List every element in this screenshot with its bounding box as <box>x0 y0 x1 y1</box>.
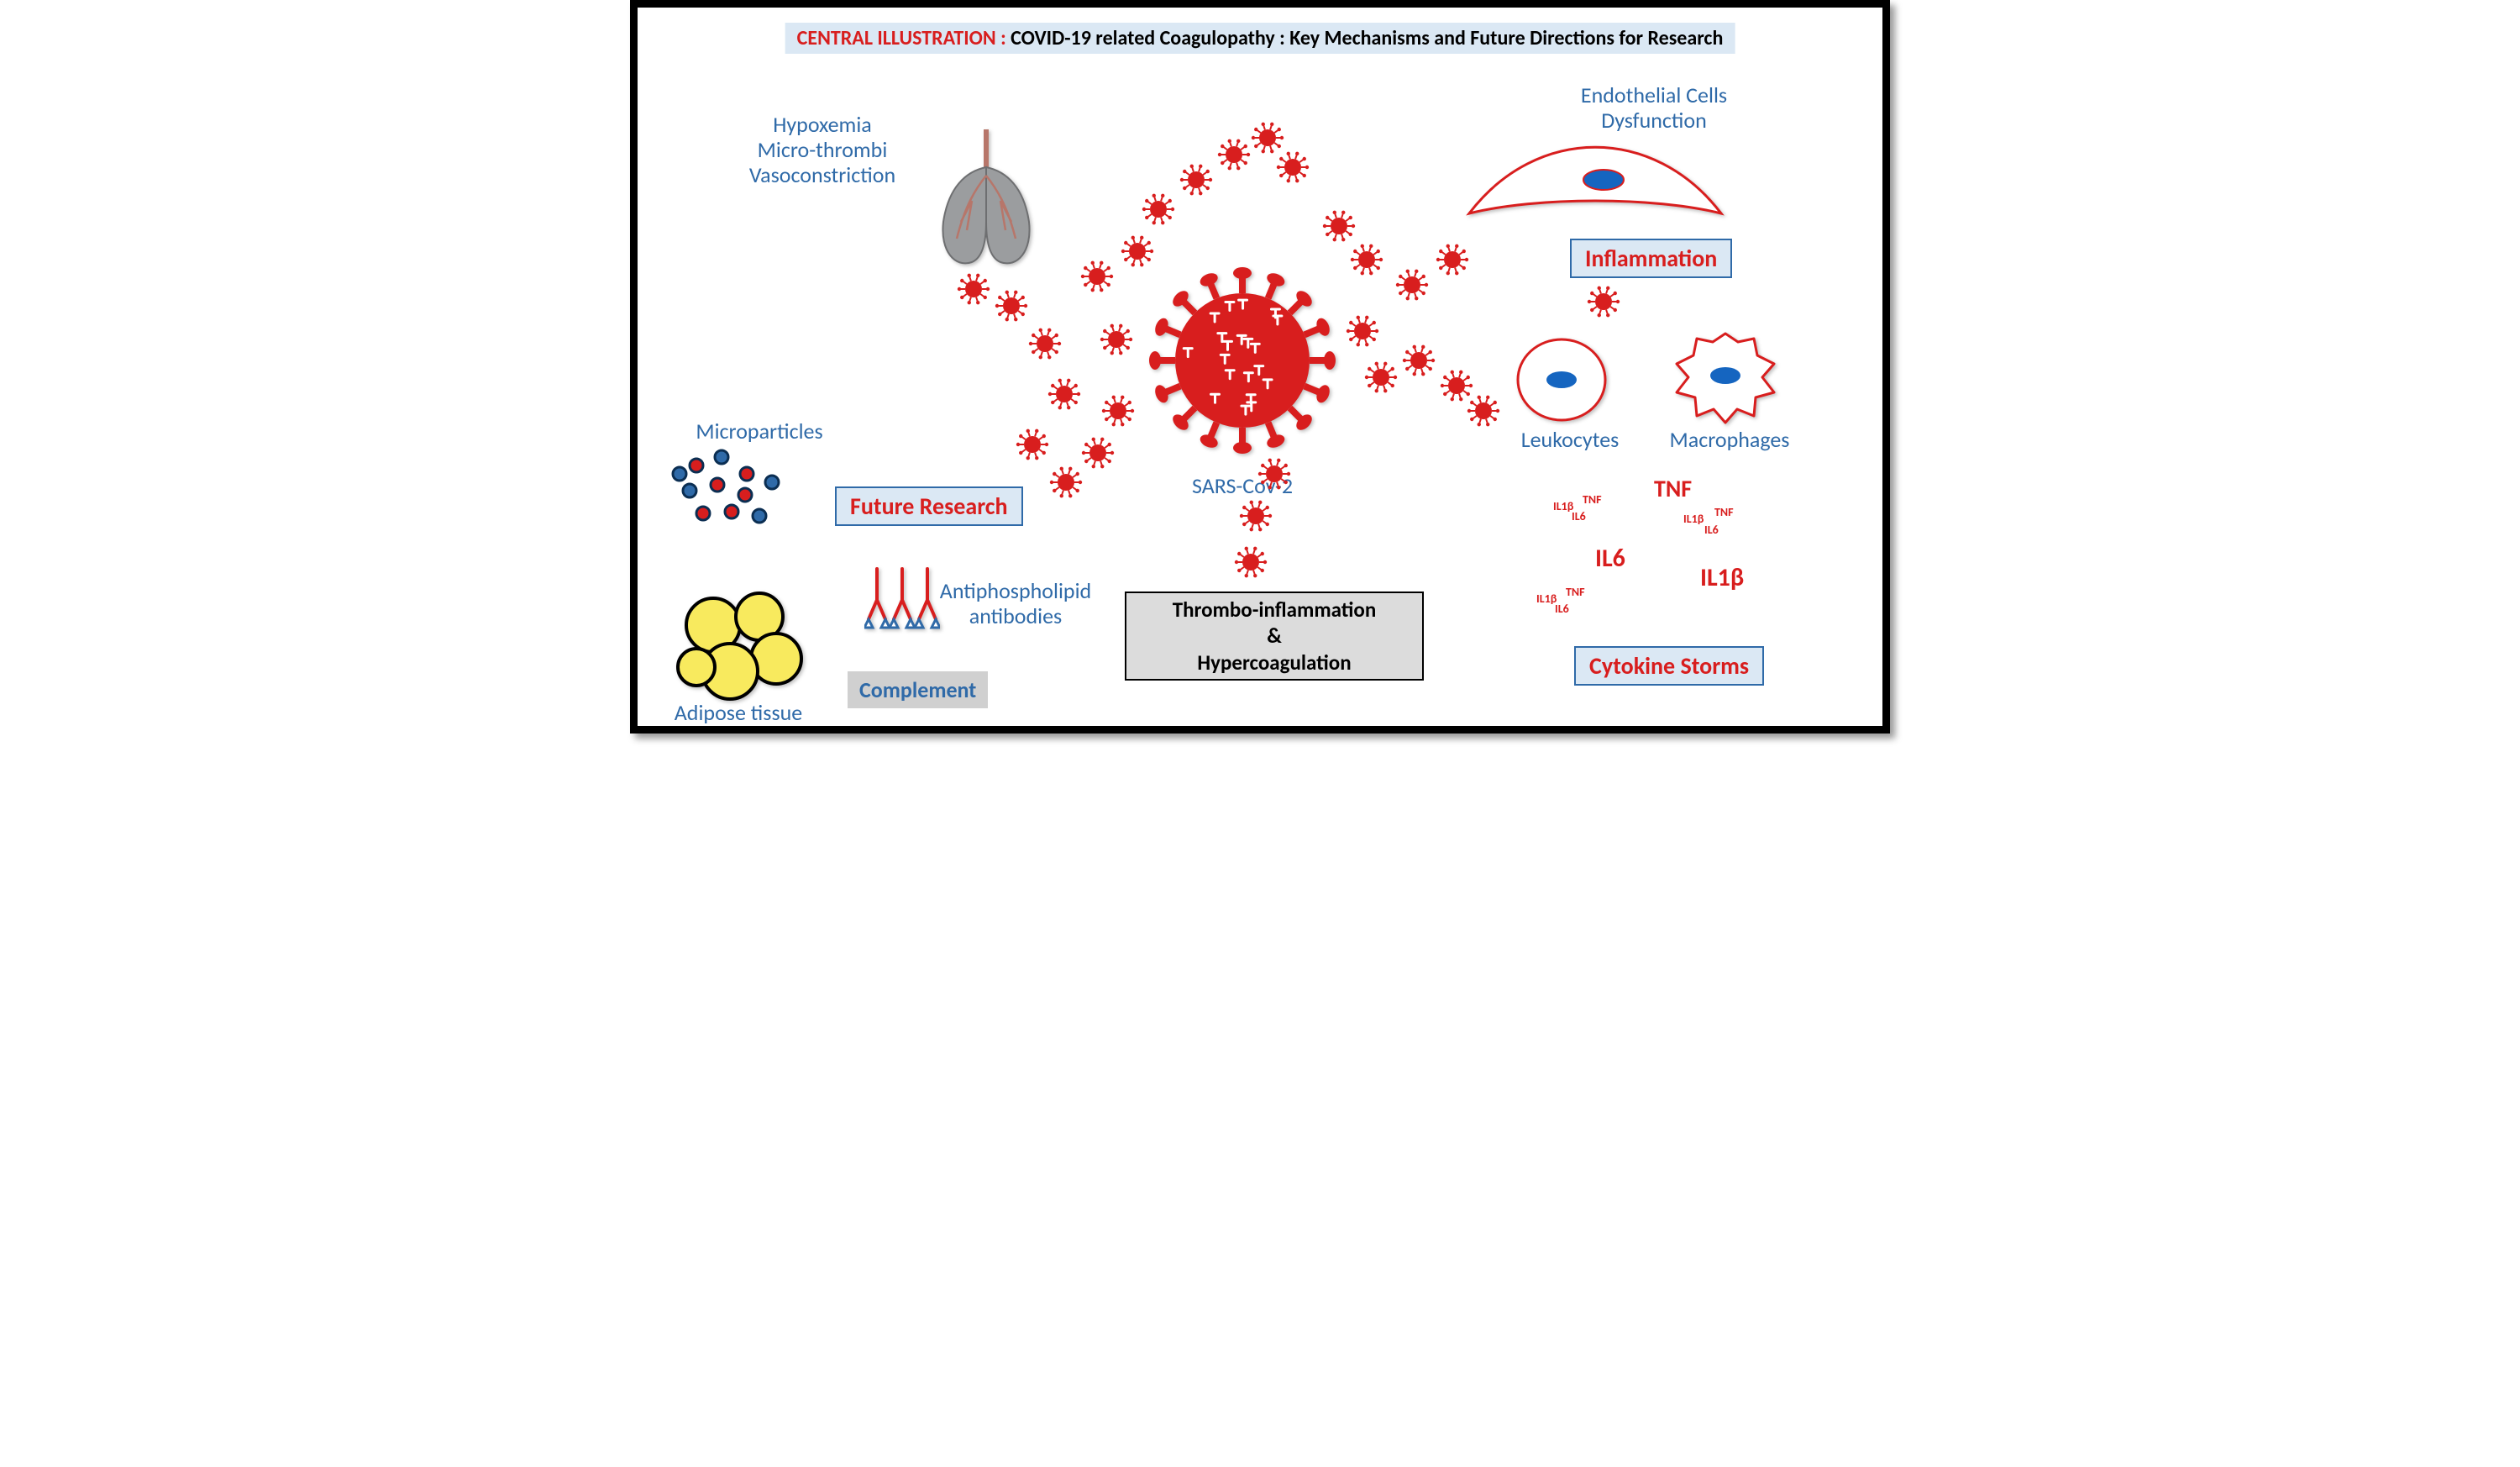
lungs-icon <box>906 121 1066 281</box>
inflammation-box: Inflammation <box>1570 239 1732 278</box>
title-lead: CENTRAL ILLUSTRATION : <box>797 26 1006 50</box>
complement-box: Complement <box>848 671 988 708</box>
microparticles-label: Microparticles <box>684 419 835 444</box>
cyto-small-5: TNF <box>1714 505 1734 519</box>
cyto-small-3: IL6 <box>1572 509 1586 523</box>
adipose-label: Adipose tissue <box>663 701 814 726</box>
endothelial-cell-icon <box>1461 134 1730 226</box>
cyto-small-8: TNF <box>1566 585 1585 599</box>
adipose-icon <box>675 587 810 705</box>
thrombo-box: Thrombo-inflammation & Hypercoagulation <box>1125 592 1424 681</box>
title-band: CENTRAL ILLUSTRATION : COVID-19 related … <box>785 23 1735 54</box>
cyto-small-9: IL6 <box>1555 602 1569 616</box>
cyto-small-7: IL1β <box>1536 592 1557 606</box>
cyto-tnf-big: TNF <box>1654 474 1692 503</box>
cyto-small-1: IL1β <box>1553 499 1573 513</box>
macrophages-label: Macrophages <box>1662 428 1797 453</box>
cyto-il6-big: IL6 <box>1595 543 1625 574</box>
cyto-small-4: IL1β <box>1683 512 1704 526</box>
cyto-il1b-big: IL1β <box>1700 562 1744 593</box>
cyto-small-2: TNF <box>1583 492 1602 507</box>
leukocyte-icon <box>1511 331 1612 428</box>
future-research-box: Future Research <box>835 486 1023 526</box>
sars-label: SARS-Cov-2 <box>1158 474 1326 499</box>
cytokine-cloud: TNF IL6 IL1β IL1β TNF IL6 IL1β TNF IL6 I… <box>1520 474 1788 638</box>
hypoxemia-label: Hypoxemia Micro-thrombi Vasoconstriction <box>726 113 919 188</box>
sars-cov-2-icon <box>1142 260 1343 461</box>
cyto-small-6: IL6 <box>1704 523 1719 537</box>
title-rest: COVID-19 related Coagulopathy : Key Mech… <box>1011 26 1723 50</box>
cytokine-storms-box: Cytokine Storms <box>1574 646 1764 686</box>
leukocytes-label: Leukocytes <box>1511 428 1629 453</box>
macrophage-icon <box>1667 327 1784 428</box>
endothelial-label: Endothelial Cells Dysfunction <box>1545 83 1763 134</box>
illustration-frame: CENTRAL ILLUSTRATION : COVID-19 related … <box>630 0 1890 734</box>
antibody-label: Antiphospholipid antibodies <box>927 579 1104 629</box>
